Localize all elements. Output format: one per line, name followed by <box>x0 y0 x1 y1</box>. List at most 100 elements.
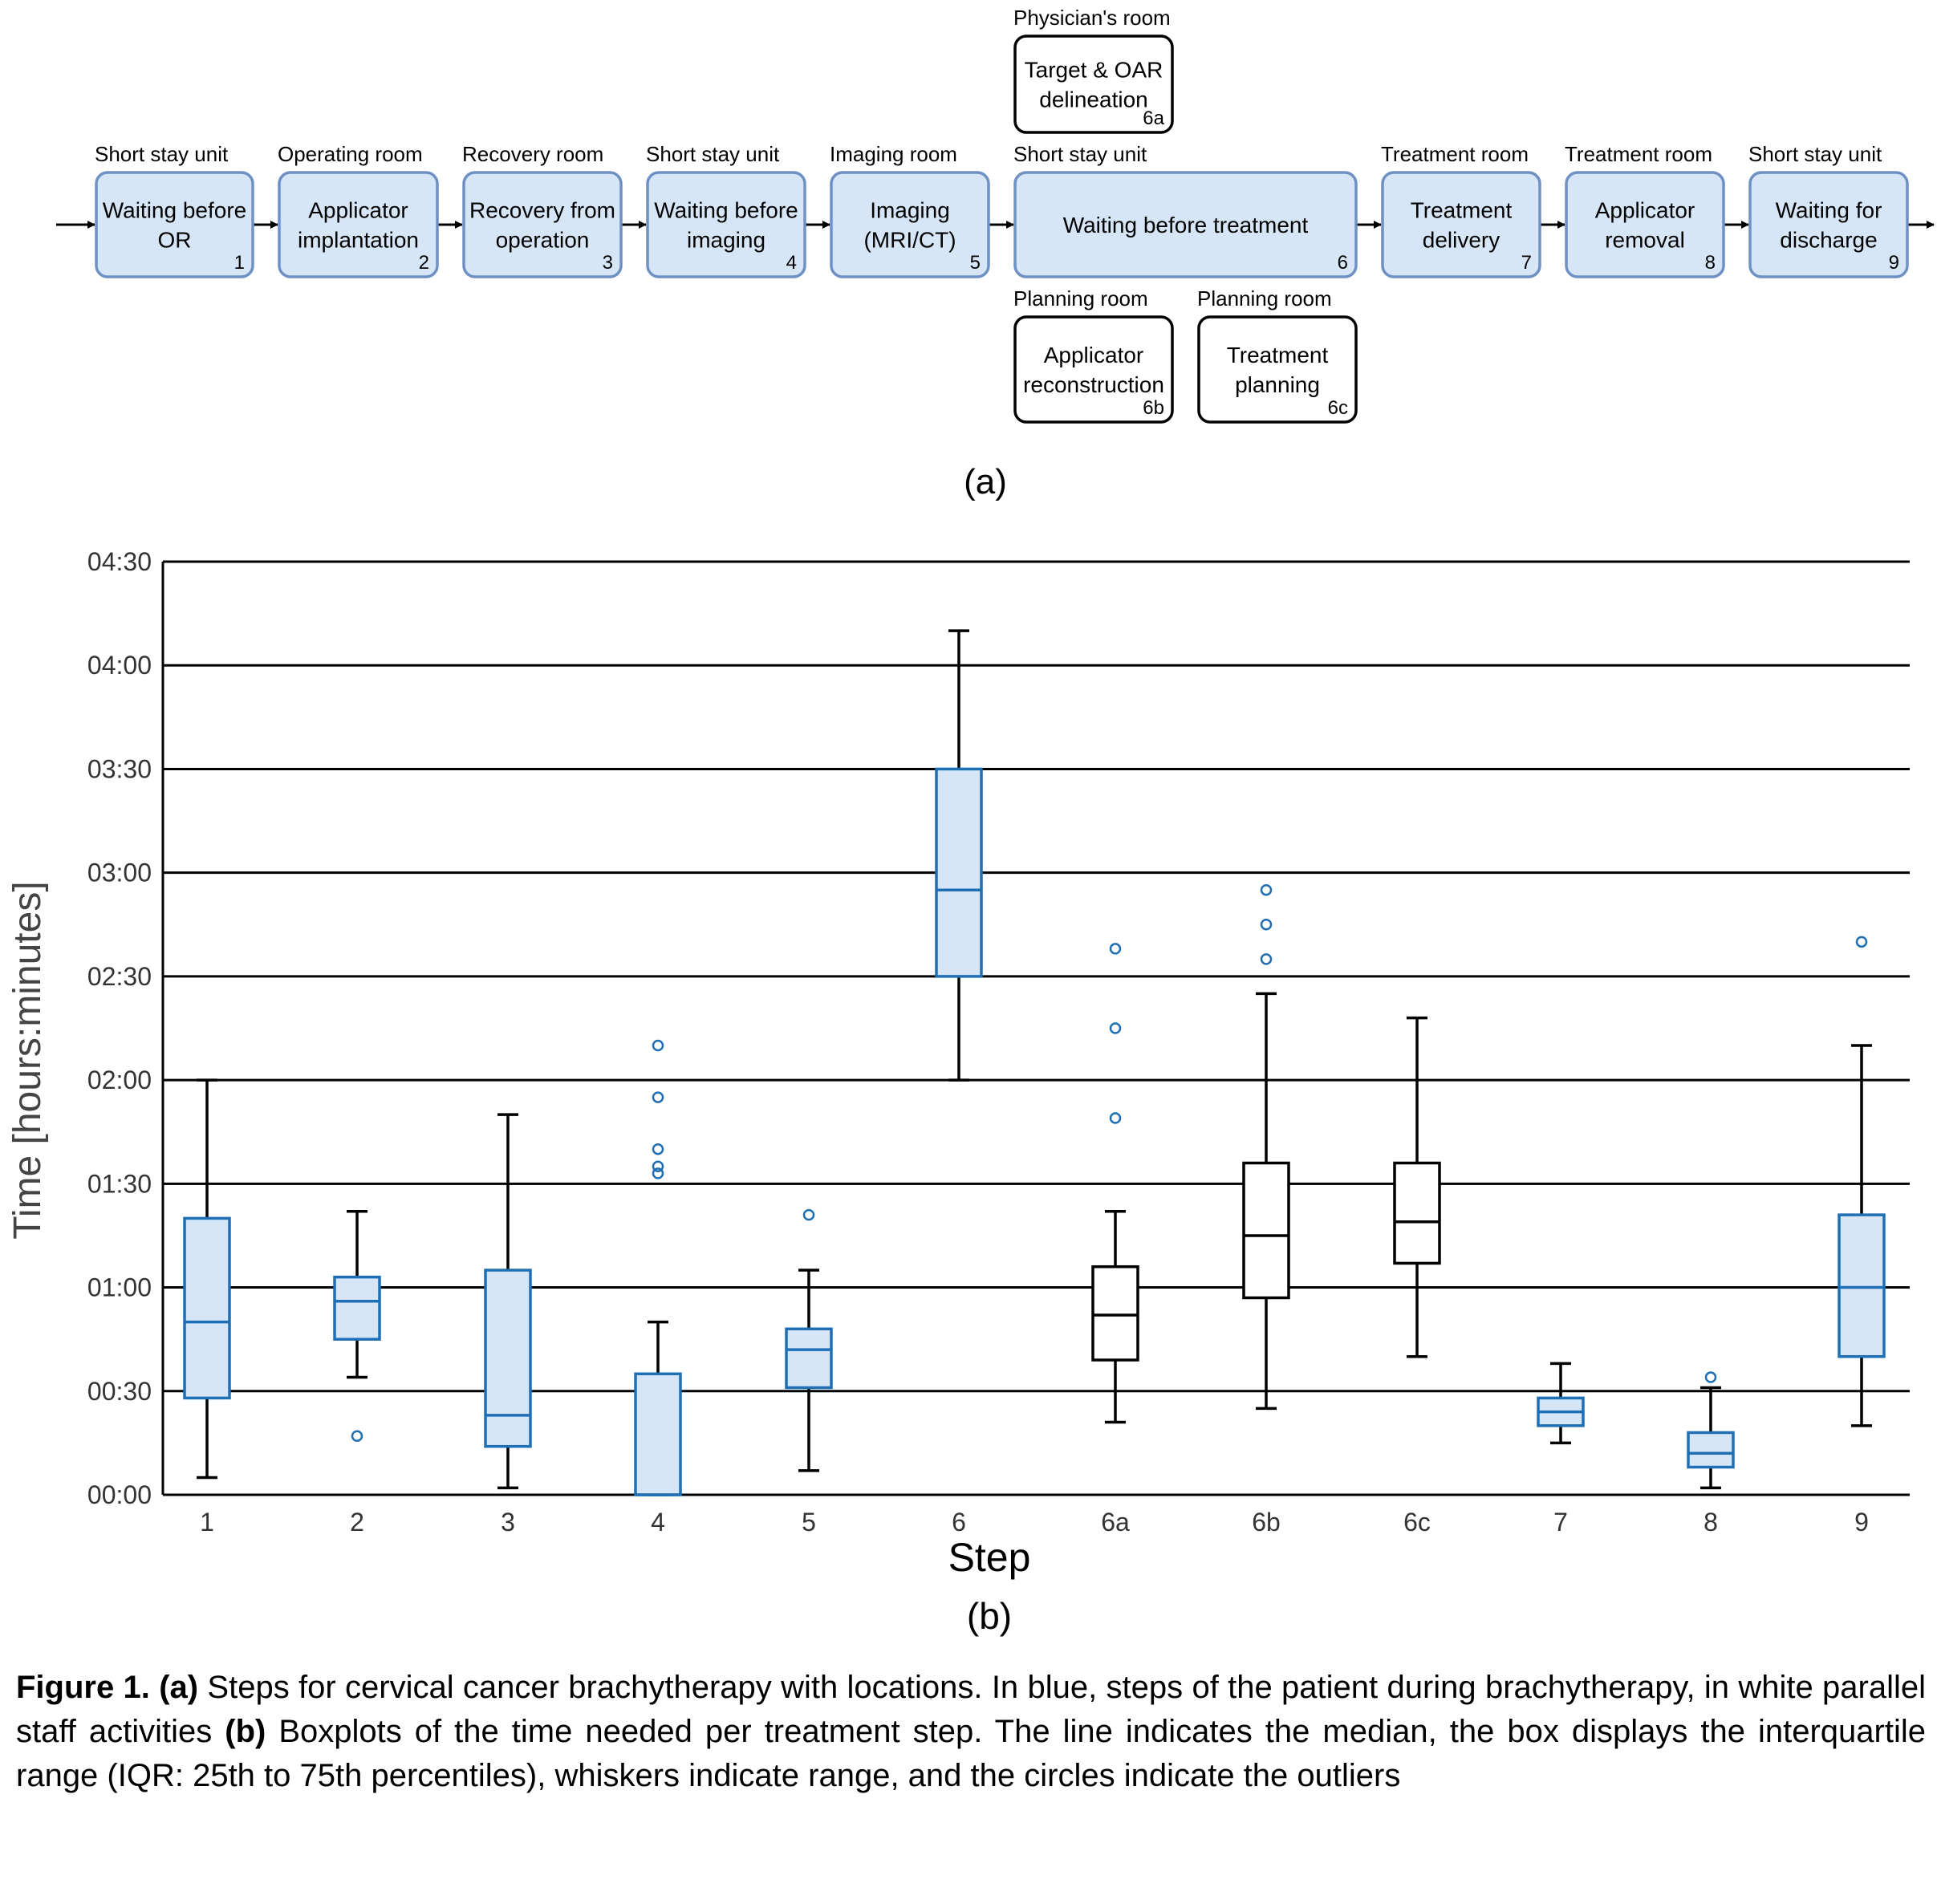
flow-step-label-2: implantation <box>298 228 419 253</box>
flow-step-box-9 <box>1748 171 1909 278</box>
y-tick-label: 02:00 <box>87 1066 152 1094</box>
x-tick-label: 2 <box>350 1508 364 1537</box>
flow-step-label-4: imaging <box>687 228 765 253</box>
flow-step-label-6b: reconstruction <box>1023 372 1164 397</box>
flow-step-label-2: Applicator <box>308 198 408 223</box>
flow-step-box-6a <box>1013 35 1174 134</box>
flow-step-location-6a: Physician's room <box>1013 6 1171 30</box>
flow-step-box-8 <box>1565 171 1725 278</box>
flow-step-box-5 <box>830 171 990 278</box>
box-iqr-9 <box>1838 1213 1886 1358</box>
flow-step-label-4: Waiting before <box>654 198 798 223</box>
flow-step-location-6c: Planning room <box>1197 286 1332 311</box>
flow-step-label-9: discharge <box>1780 228 1877 253</box>
flow-step-label-8: removal <box>1605 228 1685 253</box>
x-tick-label: 3 <box>501 1508 515 1537</box>
y-tick-label: 00:30 <box>87 1377 152 1406</box>
y-tick-label: 01:00 <box>87 1273 152 1302</box>
flow-step-label-7: delivery <box>1423 228 1500 253</box>
caption-a-label: (a) <box>159 1670 199 1705</box>
box-iqr-1 <box>183 1216 231 1400</box>
outlier-point <box>652 1167 664 1179</box>
outlier-point <box>1109 1022 1122 1034</box>
outlier-point <box>652 1091 664 1103</box>
flow-step-label-5: (MRI/CT) <box>863 228 956 253</box>
flow-step-box-6b <box>1013 315 1174 424</box>
y-tick-label: 03:30 <box>87 754 152 783</box>
flow-step-label-9: Waiting for <box>1776 198 1882 223</box>
flow-step-label-6c: Treatment <box>1227 343 1329 367</box>
flow-step-number-7: 7 <box>1521 252 1532 274</box>
flow-step-label-8: Applicator <box>1595 198 1695 223</box>
outlier-point <box>1260 919 1273 931</box>
caption-a-text: Steps for cervical cancer brachytherapy … <box>16 1670 1926 1749</box>
x-tick-label: 6 <box>952 1508 966 1537</box>
flow-step-label-1: OR <box>158 228 192 253</box>
boxplot-chart: 00:00 00:30 01:00 01:30 02:00 02:30 03:00 03:30… <box>6 547 1910 1637</box>
box-iqr-6 <box>935 767 983 978</box>
flow-step-box-7 <box>1381 171 1541 278</box>
flow-step-location-8: Treatment room <box>1565 142 1712 166</box>
box-iqr-8 <box>1687 1431 1735 1469</box>
x-tick-label: 4 <box>651 1508 665 1537</box>
outlier-point <box>652 1143 664 1155</box>
y-tick-label: 01:30 <box>87 1169 152 1198</box>
flow-step-label-7: Treatment <box>1411 198 1513 223</box>
outlier-point <box>1260 953 1273 965</box>
flow-panel-label: (a) <box>964 462 1007 501</box>
flow-step-label-6b: Applicator <box>1044 343 1144 367</box>
flow-step-location-6: Short stay unit <box>1013 142 1147 166</box>
flow-step-number-9: 9 <box>1889 252 1899 274</box>
outlier-point <box>1855 936 1868 948</box>
box-iqr-3 <box>484 1269 532 1448</box>
flow-step-number-3: 3 <box>603 252 613 274</box>
box-iqr-6b <box>1242 1161 1290 1300</box>
flow-step-number-6a: 6a <box>1143 108 1164 129</box>
y-tick-label: 04:30 <box>87 547 152 576</box>
x-tick-label: 9 <box>1854 1508 1869 1537</box>
flow-step-label-5: Imaging <box>870 198 950 223</box>
x-tick-label: 8 <box>1704 1508 1718 1537</box>
flow-step-box-1 <box>95 171 254 278</box>
flow-step-label-6a: Target & OAR <box>1025 58 1163 83</box>
process-flow-diagram: Short stay unit Waiting before OR 1 Operatin… <box>56 6 1935 501</box>
x-tick-label: 7 <box>1553 1508 1568 1537</box>
flow-step-location-5: Imaging room <box>830 142 957 166</box>
flow-step-box-2 <box>278 171 439 278</box>
flow-step-number-2: 2 <box>419 252 429 274</box>
flow-step-location-4: Short stay unit <box>646 142 780 166</box>
figure-caption: Figure 1. (a) Steps for cervical cancer … <box>16 1666 1926 1798</box>
flow-step-box-6c <box>1197 315 1358 424</box>
flow-step-number-6: 6 <box>1338 252 1348 274</box>
flow-step-number-6c: 6c <box>1328 397 1348 419</box>
flow-step-label-3: operation <box>496 228 590 253</box>
y-tick-label: 02:30 <box>87 962 152 991</box>
x-tick-label: 6c <box>1403 1508 1431 1537</box>
flow-step-number-4: 4 <box>786 252 797 274</box>
flow-step-location-6b: Planning room <box>1013 286 1148 311</box>
outlier-point <box>652 1039 664 1052</box>
outlier-point <box>1704 1371 1717 1383</box>
flow-step-location-1: Short stay unit <box>95 142 229 166</box>
flow-step-label-6c: planning <box>1235 372 1320 397</box>
x-tick-label: 6a <box>1101 1508 1130 1537</box>
flow-step-number-8: 8 <box>1705 252 1716 274</box>
flow-step-location-9: Short stay unit <box>1748 142 1882 166</box>
y-tick-label: 04:00 <box>87 651 152 680</box>
flow-step-location-7: Treatment room <box>1381 142 1529 166</box>
flow-step-box-6 <box>1013 171 1358 278</box>
y-tick-label: 03:00 <box>87 859 152 887</box>
box-iqr-4 <box>634 1372 682 1496</box>
outlier-point <box>1109 943 1122 955</box>
outlier-point <box>1260 883 1273 896</box>
y-tick-label: 00:00 <box>87 1480 152 1509</box>
box-iqr-6a <box>1091 1265 1139 1362</box>
flow-step-location-2: Operating room <box>278 142 423 166</box>
flow-step-box-3 <box>462 171 623 278</box>
box-iqr-6c <box>1393 1161 1441 1265</box>
caption-figure-label: Figure 1. <box>16 1670 150 1705</box>
flow-step-label-1: Waiting before <box>103 198 247 223</box>
y-axis-label: Time [hours:minutes] <box>6 881 49 1239</box>
flow-step-location-3: Recovery room <box>462 142 603 166</box>
